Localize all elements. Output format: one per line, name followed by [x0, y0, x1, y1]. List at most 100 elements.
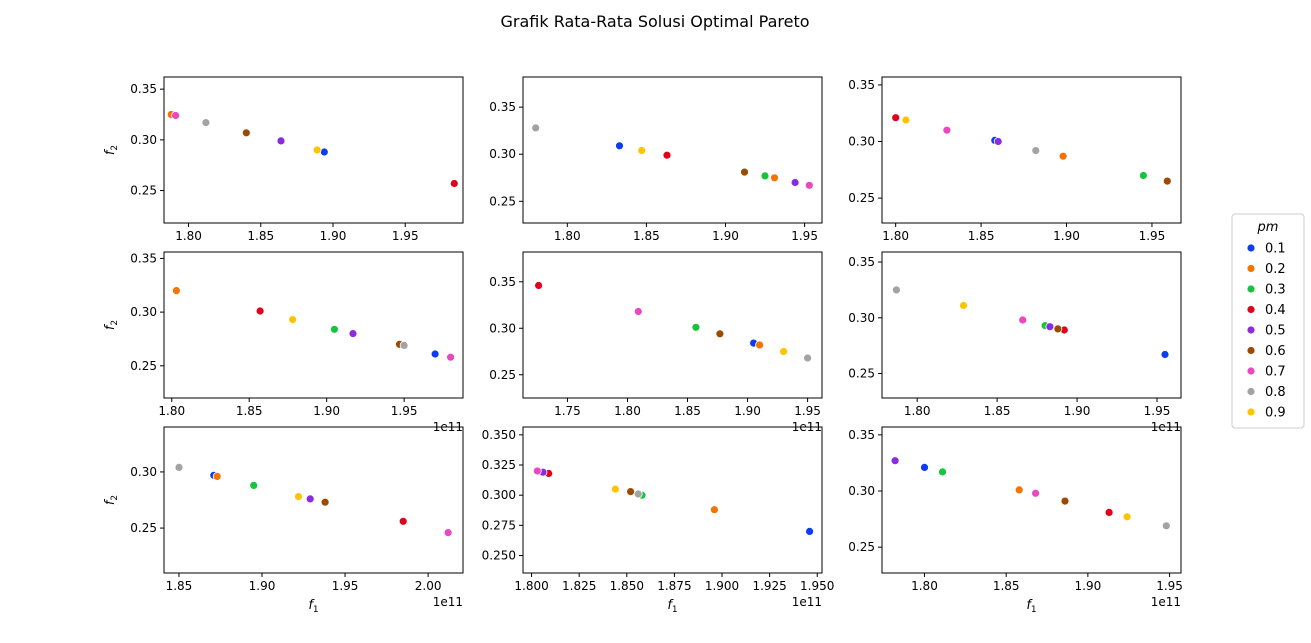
x-tick-label: 1.95 — [1156, 579, 1183, 593]
y-tick-label: 0.35 — [489, 275, 516, 289]
point-pm-0.7 — [532, 466, 542, 476]
point-pm-0.9 — [294, 492, 303, 502]
x-tick-label: 1.90 — [1064, 404, 1091, 418]
y-tick-label: 0.25 — [130, 359, 157, 373]
point-pm-0.4 — [891, 113, 901, 123]
point-pm-0.4 — [255, 306, 265, 316]
x-tick-label: 1.95 — [332, 579, 359, 593]
x-tick-label: 1.85 — [166, 579, 193, 593]
point-pm-0.9 — [312, 145, 322, 155]
subplot-7: 1.85 1.90 1.95 2.00 0.25 0.30 1e11 f1 f2 — [103, 426, 464, 615]
point-pm-0.3 — [938, 467, 947, 477]
x-offset-text: 1e11 — [1151, 595, 1181, 609]
y-axis-label: f2 — [103, 145, 120, 155]
x-tick-label: 1.85 — [984, 404, 1011, 418]
y-tick-label: 0.25 — [130, 184, 157, 198]
x-tick-label: 1.95 — [794, 404, 821, 418]
point-pm-0.8 — [531, 123, 541, 133]
y-tick-label: 0.35 — [489, 100, 516, 114]
point-pm-0.8 — [399, 340, 409, 350]
point-pm-0.6 — [1060, 496, 1070, 506]
y-tick-label: 0.35 — [848, 428, 875, 442]
subplot-frame — [163, 76, 464, 224]
subplot-frame — [881, 76, 1182, 224]
y-tick-label: 0.300 — [482, 488, 516, 502]
point-pm-0.8 — [1031, 146, 1041, 156]
x-tick-label: 1.90 — [249, 579, 276, 593]
point-pm-0.4 — [449, 179, 459, 188]
x-tick-label: 1.90 — [1053, 229, 1080, 243]
point-pm-0.8 — [201, 118, 211, 127]
legend-marker-0.2 — [1246, 264, 1256, 273]
y-tick-label: 0.250 — [482, 549, 516, 563]
legend-label-0.5: 0.5 — [1265, 324, 1286, 339]
x-tick-label: 1.90 — [734, 404, 761, 418]
point-pm-0.7 — [446, 352, 456, 362]
x-tick-label: 1.80 — [554, 229, 581, 243]
x-tick-label: 1.90 — [1075, 579, 1102, 593]
y-axis-label: f2 — [103, 320, 120, 330]
y-tick-label: 0.30 — [130, 305, 157, 319]
point-pm-0.2 — [1058, 151, 1068, 161]
subplot-2: 1.80 1.85 1.90 1.95 0.25 0.30 0.35 — [489, 76, 823, 243]
subplot-frame — [522, 76, 823, 224]
legend-marker-0.4 — [1246, 305, 1256, 314]
legend-label-0.8: 0.8 — [1265, 385, 1286, 400]
y-tick-label: 0.30 — [489, 321, 516, 335]
x-axis-label: f1 — [308, 598, 318, 615]
x-tick-label: 1.85 — [236, 404, 263, 418]
legend-marker-0.7 — [1246, 366, 1256, 376]
point-pm-0.7 — [1018, 315, 1028, 325]
y-tick-label: 0.25 — [848, 540, 875, 554]
y-tick-label: 0.25 — [848, 366, 875, 380]
x-tick-label: 1.800 — [514, 579, 548, 593]
point-pm-0.1 — [615, 141, 624, 151]
point-pm-0.7 — [171, 111, 181, 120]
legend-marker-0.5 — [1246, 325, 1256, 335]
x-tick-label: 1.90 — [712, 229, 739, 243]
point-pm-0.9 — [779, 347, 788, 356]
point-pm-0.1 — [920, 462, 929, 472]
subplot-frame — [881, 426, 1182, 574]
subplot-8: 1.800 1.825 1.850 1.875 1.900 1.925 1.950 0.250… — [482, 426, 834, 615]
point-pm-0.9 — [637, 146, 647, 155]
y-tick-label: 0.30 — [489, 147, 516, 161]
subplot-1: 1.80 1.85 1.90 1.95 0.25 0.30 0.35 f2 — [103, 76, 464, 243]
point-pm-0.2 — [1014, 485, 1024, 495]
subplot-3: 1.80 1.85 1.90 1.95 0.25 0.30 0.35 — [848, 76, 1182, 243]
point-pm-0.5 — [1045, 322, 1055, 332]
legend-title: pm — [1257, 220, 1279, 235]
legend-label-0.1: 0.1 — [1265, 242, 1286, 257]
point-pm-0.5 — [348, 329, 358, 339]
y-axis-label: f2 — [103, 495, 120, 505]
y-tick-label: 0.275 — [482, 518, 516, 532]
y-tick-label: 0.25 — [130, 521, 157, 535]
y-tick-label: 0.35 — [848, 255, 875, 269]
y-tick-label: 0.30 — [848, 135, 875, 149]
x-offset-text: 1e11 — [433, 595, 463, 609]
point-pm-0.2 — [171, 286, 181, 296]
y-tick-label: 0.35 — [130, 251, 157, 265]
point-pm-0.6 — [1053, 324, 1063, 334]
point-pm-0.4 — [1104, 508, 1114, 517]
point-pm-0.1 — [319, 147, 329, 157]
point-pm-0.9 — [901, 115, 911, 125]
legend-marker-0.3 — [1246, 284, 1256, 294]
point-pm-0.8 — [892, 285, 901, 295]
point-pm-0.2 — [770, 173, 779, 183]
x-tick-label: 1.85 — [674, 404, 701, 418]
point-pm-0.8 — [1161, 521, 1171, 531]
legend-marker-0.9 — [1246, 407, 1256, 417]
x-tick-label: 1.90 — [320, 229, 347, 243]
x-tick-label: 1.95 — [1139, 229, 1166, 243]
point-pm-0.3 — [249, 480, 259, 490]
x-tick-label: 1.950 — [800, 579, 834, 593]
point-pm-0.1 — [430, 349, 440, 359]
x-tick-label: 2.00 — [415, 579, 442, 593]
x-tick-label: 1.95 — [1144, 404, 1171, 418]
y-tick-label: 0.35 — [130, 82, 157, 96]
x-tick-label: 1.900 — [705, 579, 739, 593]
